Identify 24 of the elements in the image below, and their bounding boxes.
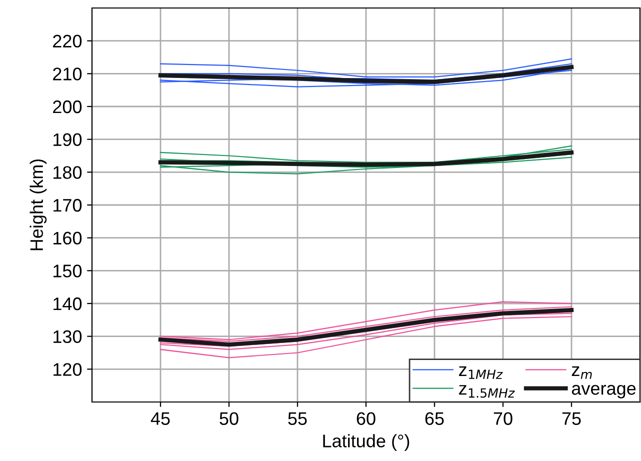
- x-tick-label: 55: [288, 412, 307, 425]
- y-tick-label: 170: [54, 198, 82, 212]
- legend-label: average: [572, 384, 636, 398]
- y-tick-label: 190: [54, 133, 82, 146]
- y-tick-label: 130: [54, 330, 82, 344]
- y-axis-title: Height (km): [30, 159, 47, 250]
- legend-label: z$_{1.5MHz}$: [459, 385, 515, 398]
- y-tick-label: 210: [53, 68, 82, 80]
- x-tick-label: 50: [220, 412, 238, 425]
- y-tick-label: 120: [54, 363, 82, 376]
- x-tick-label: 65: [425, 412, 444, 425]
- x-tick-label: 70: [494, 412, 512, 425]
- y-tick-label: 140: [54, 297, 82, 310]
- legend-label: z$_{1MHz}$: [459, 366, 503, 379]
- x-axis-title: Latitude (°): [323, 434, 410, 451]
- x-tick-label: 60: [356, 412, 376, 425]
- y-tick-label: 180: [54, 166, 82, 179]
- y-tick-label: 200: [53, 100, 82, 114]
- x-tick-label: 45: [150, 412, 170, 425]
- y-tick-label: 150: [54, 264, 82, 278]
- y-tick-label: 160: [54, 232, 82, 245]
- x-tick-label: 75: [562, 412, 581, 425]
- y-tick-label: 220: [53, 34, 82, 48]
- legend-label: z$_{m}$: [572, 366, 592, 379]
